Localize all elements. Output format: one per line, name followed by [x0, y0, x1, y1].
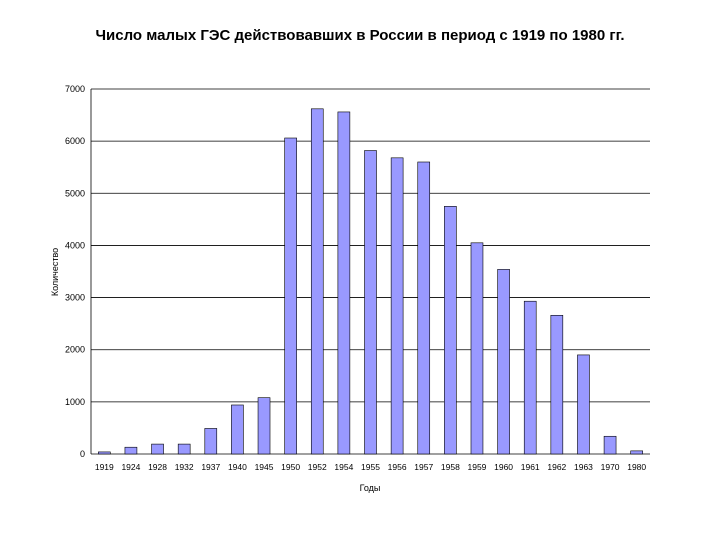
bar-1937	[204, 428, 218, 455]
y-tick-label: 4000	[65, 240, 85, 250]
x-tick-labels: 1919 1924 1928 1932 1937 1940 1945 1950 1952 1954…	[95, 462, 647, 472]
x-tick-label: 1959	[468, 462, 487, 472]
x-tick-label: 1940	[228, 462, 247, 472]
x-tick-label: 1960	[494, 462, 513, 472]
bar-1960	[497, 269, 510, 455]
bar-1924	[124, 446, 138, 455]
bar-1952	[310, 108, 324, 455]
bar-1945	[257, 397, 271, 455]
bar-1961	[523, 300, 537, 455]
x-tick-label: 1954	[334, 462, 353, 472]
x-tick-label: 1962	[547, 462, 566, 472]
y-tick-labels: 0 1000 2000 3000 4000 5000 6000 7000	[65, 84, 85, 459]
x-tick-label: 1956	[388, 462, 407, 472]
x-tick-label: 1919	[95, 462, 114, 472]
x-tick-label: 1955	[361, 462, 380, 472]
x-tick-label: 1937	[201, 462, 220, 472]
bar-1928	[151, 443, 164, 455]
x-tick-label: 1924	[121, 462, 140, 472]
x-tick-label: 1957	[414, 462, 433, 472]
bar-1962	[550, 314, 564, 455]
bar-1955	[364, 150, 377, 455]
bars	[98, 108, 643, 455]
x-tick-label: 1932	[175, 462, 194, 472]
x-tick-label: 1928	[148, 462, 167, 472]
y-tick-label: 2000	[65, 345, 85, 355]
bar-1963	[577, 354, 590, 455]
y-tick-label: 6000	[65, 136, 85, 146]
bar-1958	[444, 206, 457, 455]
chart-title: Число малых ГЭС действовавших в России в…	[95, 27, 625, 44]
bar-1950	[284, 137, 297, 455]
bar-1959	[470, 242, 484, 455]
bar-1970	[603, 435, 617, 455]
x-tick-label: 1963	[574, 462, 593, 472]
x-tick-label: 1980	[627, 462, 646, 472]
y-tick-label: 5000	[65, 188, 85, 198]
bar-1956	[390, 157, 404, 455]
x-tick-label: 1950	[281, 462, 300, 472]
bar-1980	[630, 450, 643, 455]
bar-1932	[177, 443, 191, 455]
y-tick-label: 0	[80, 449, 85, 459]
x-tick-label: 1958	[441, 462, 460, 472]
bar-1919	[98, 451, 111, 455]
bar-1954	[337, 111, 351, 455]
y-tick-label: 7000	[65, 84, 85, 94]
y-tick-label: 3000	[65, 293, 85, 303]
x-tick-label: 1945	[255, 462, 274, 472]
x-tick-label: 1952	[308, 462, 327, 472]
y-tick-label: 1000	[65, 397, 85, 407]
y-axis-label: Количество	[50, 248, 60, 296]
x-tick-label: 1961	[521, 462, 540, 472]
x-axis-label: Годы	[360, 483, 381, 493]
x-tick-label: 1970	[601, 462, 620, 472]
bar-1957	[417, 161, 431, 455]
bar-1940	[231, 404, 244, 455]
